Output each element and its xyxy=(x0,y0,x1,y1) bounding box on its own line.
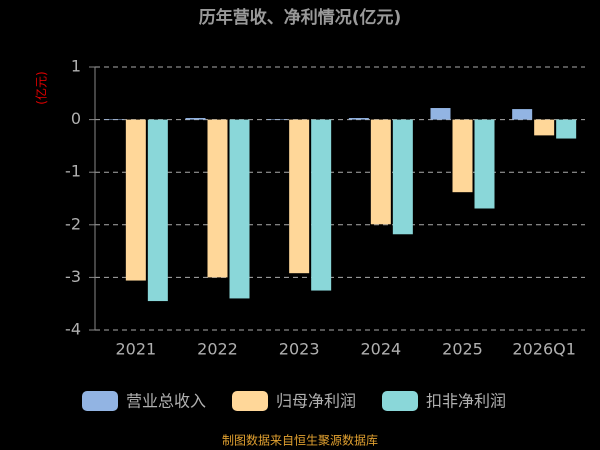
bar xyxy=(185,118,206,120)
bar xyxy=(207,119,228,278)
legend-swatch xyxy=(232,391,268,411)
bar xyxy=(311,119,332,291)
legend-label: 扣非净利润 xyxy=(426,392,506,411)
bar xyxy=(103,119,124,120)
bar xyxy=(512,109,533,120)
x-tick-label: 2025 xyxy=(442,340,483,359)
source-note: 制图数据来自恒生聚源数据库 xyxy=(222,433,378,448)
bar xyxy=(452,119,473,193)
y-tick-label: 0 xyxy=(71,109,81,128)
y-tick-label: -1 xyxy=(65,162,81,181)
x-tick-label: 2021 xyxy=(115,340,156,359)
legend-swatch xyxy=(382,391,418,411)
bar xyxy=(392,119,413,235)
y-tick-label: -2 xyxy=(65,214,81,233)
x-tick-label: 2024 xyxy=(360,340,401,359)
x-tick-label: 2026Q1 xyxy=(512,340,576,359)
y-tick-label: 1 xyxy=(71,57,81,76)
bar xyxy=(556,119,577,139)
bar xyxy=(348,118,369,120)
bar xyxy=(430,108,451,120)
bar xyxy=(534,119,555,136)
legend-label: 归母净利润 xyxy=(276,392,356,411)
y-tick-label: -4 xyxy=(65,320,81,339)
bar xyxy=(370,119,391,225)
x-tick-label: 2023 xyxy=(279,340,320,359)
bar xyxy=(267,119,288,120)
bar xyxy=(125,119,146,281)
x-tick-label: 2022 xyxy=(197,340,238,359)
legend-label: 营业总收入 xyxy=(126,392,206,411)
y-axis-label: (亿元) xyxy=(34,71,49,104)
legend-swatch xyxy=(82,391,118,411)
y-tick-label: -3 xyxy=(65,267,81,286)
bar xyxy=(229,119,250,299)
bar xyxy=(474,119,495,209)
chart-title: 历年营收、净利情况(亿元) xyxy=(199,7,402,28)
bar xyxy=(289,119,310,274)
bar xyxy=(147,119,168,302)
